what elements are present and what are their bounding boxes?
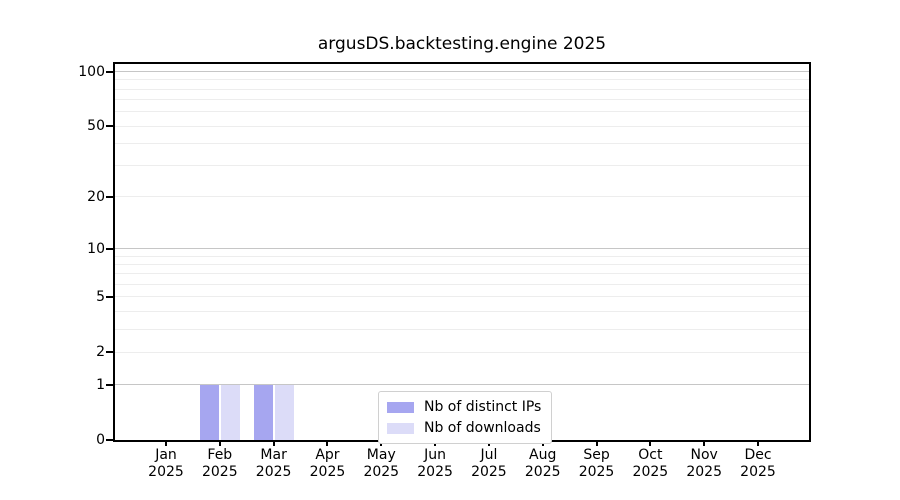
legend-swatch-distinct-ips-icon bbox=[387, 402, 414, 413]
x-tick-label: Jul2025 bbox=[459, 447, 519, 481]
x-tick-label: Sep2025 bbox=[567, 447, 627, 481]
x-tick-label: Apr2025 bbox=[297, 447, 357, 481]
y-tick-mark bbox=[106, 296, 113, 298]
x-tick-mark bbox=[757, 440, 759, 446]
x-tick-mark bbox=[219, 440, 221, 446]
y-tick-label: 50 bbox=[63, 118, 105, 134]
y-tick-mark bbox=[106, 439, 113, 441]
x-tick-year: 2025 bbox=[513, 464, 573, 481]
figure: argusDS.backtesting.engine 2025 01251020… bbox=[0, 0, 900, 500]
y-tick-label: 20 bbox=[63, 189, 105, 205]
x-tick-year: 2025 bbox=[244, 464, 304, 481]
y-tick-mark bbox=[106, 384, 113, 386]
x-tick-year: 2025 bbox=[459, 464, 519, 481]
x-tick-label: Aug2025 bbox=[513, 447, 573, 481]
y-tick-mark bbox=[106, 125, 113, 127]
legend-label-downloads: Nb of downloads bbox=[424, 419, 541, 437]
x-tick-year: 2025 bbox=[351, 464, 411, 481]
axis-layer: 0125102050100Jan2025Feb2025Mar2025Apr202… bbox=[115, 64, 809, 440]
x-tick-year: 2025 bbox=[620, 464, 680, 481]
chart-title: argusDS.backtesting.engine 2025 bbox=[113, 34, 811, 54]
x-tick-label: Oct2025 bbox=[620, 447, 680, 481]
x-tick-label: Feb2025 bbox=[190, 447, 250, 481]
y-tick-label: 10 bbox=[63, 241, 105, 257]
legend-swatch-downloads-icon bbox=[387, 423, 414, 434]
x-tick-year: 2025 bbox=[405, 464, 465, 481]
x-tick-mark bbox=[273, 440, 275, 446]
y-tick-mark bbox=[106, 351, 113, 353]
legend-label-distinct-ips: Nb of distinct IPs bbox=[424, 398, 541, 416]
x-tick-mark bbox=[596, 440, 598, 446]
y-tick-mark bbox=[106, 196, 113, 198]
x-tick-mark bbox=[649, 440, 651, 446]
legend-item-distinct-ips: Nb of distinct IPs bbox=[387, 398, 541, 416]
x-tick-year: 2025 bbox=[190, 464, 250, 481]
plot-area: 0125102050100Jan2025Feb2025Mar2025Apr202… bbox=[113, 62, 811, 442]
x-tick-year: 2025 bbox=[297, 464, 357, 481]
legend: Nb of distinct IPs Nb of downloads bbox=[378, 391, 552, 444]
y-tick-mark bbox=[106, 71, 113, 73]
y-tick-label: 0 bbox=[63, 432, 105, 448]
x-tick-label: Dec2025 bbox=[728, 447, 788, 481]
x-tick-label: Jan2025 bbox=[136, 447, 196, 481]
y-tick-label: 1 bbox=[63, 377, 105, 393]
y-tick-label: 5 bbox=[63, 289, 105, 305]
y-tick-label: 2 bbox=[63, 344, 105, 360]
legend-item-downloads: Nb of downloads bbox=[387, 419, 541, 437]
x-tick-label: Nov2025 bbox=[674, 447, 734, 481]
y-tick-label: 100 bbox=[63, 64, 105, 80]
x-tick-year: 2025 bbox=[136, 464, 196, 481]
x-tick-year: 2025 bbox=[674, 464, 734, 481]
x-tick-year: 2025 bbox=[567, 464, 627, 481]
x-tick-mark bbox=[165, 440, 167, 446]
x-tick-label: Jun2025 bbox=[405, 447, 465, 481]
x-tick-label: Mar2025 bbox=[244, 447, 304, 481]
y-tick-mark bbox=[106, 248, 113, 250]
x-tick-year: 2025 bbox=[728, 464, 788, 481]
x-tick-mark bbox=[703, 440, 705, 446]
x-tick-mark bbox=[326, 440, 328, 446]
x-tick-label: May2025 bbox=[351, 447, 411, 481]
